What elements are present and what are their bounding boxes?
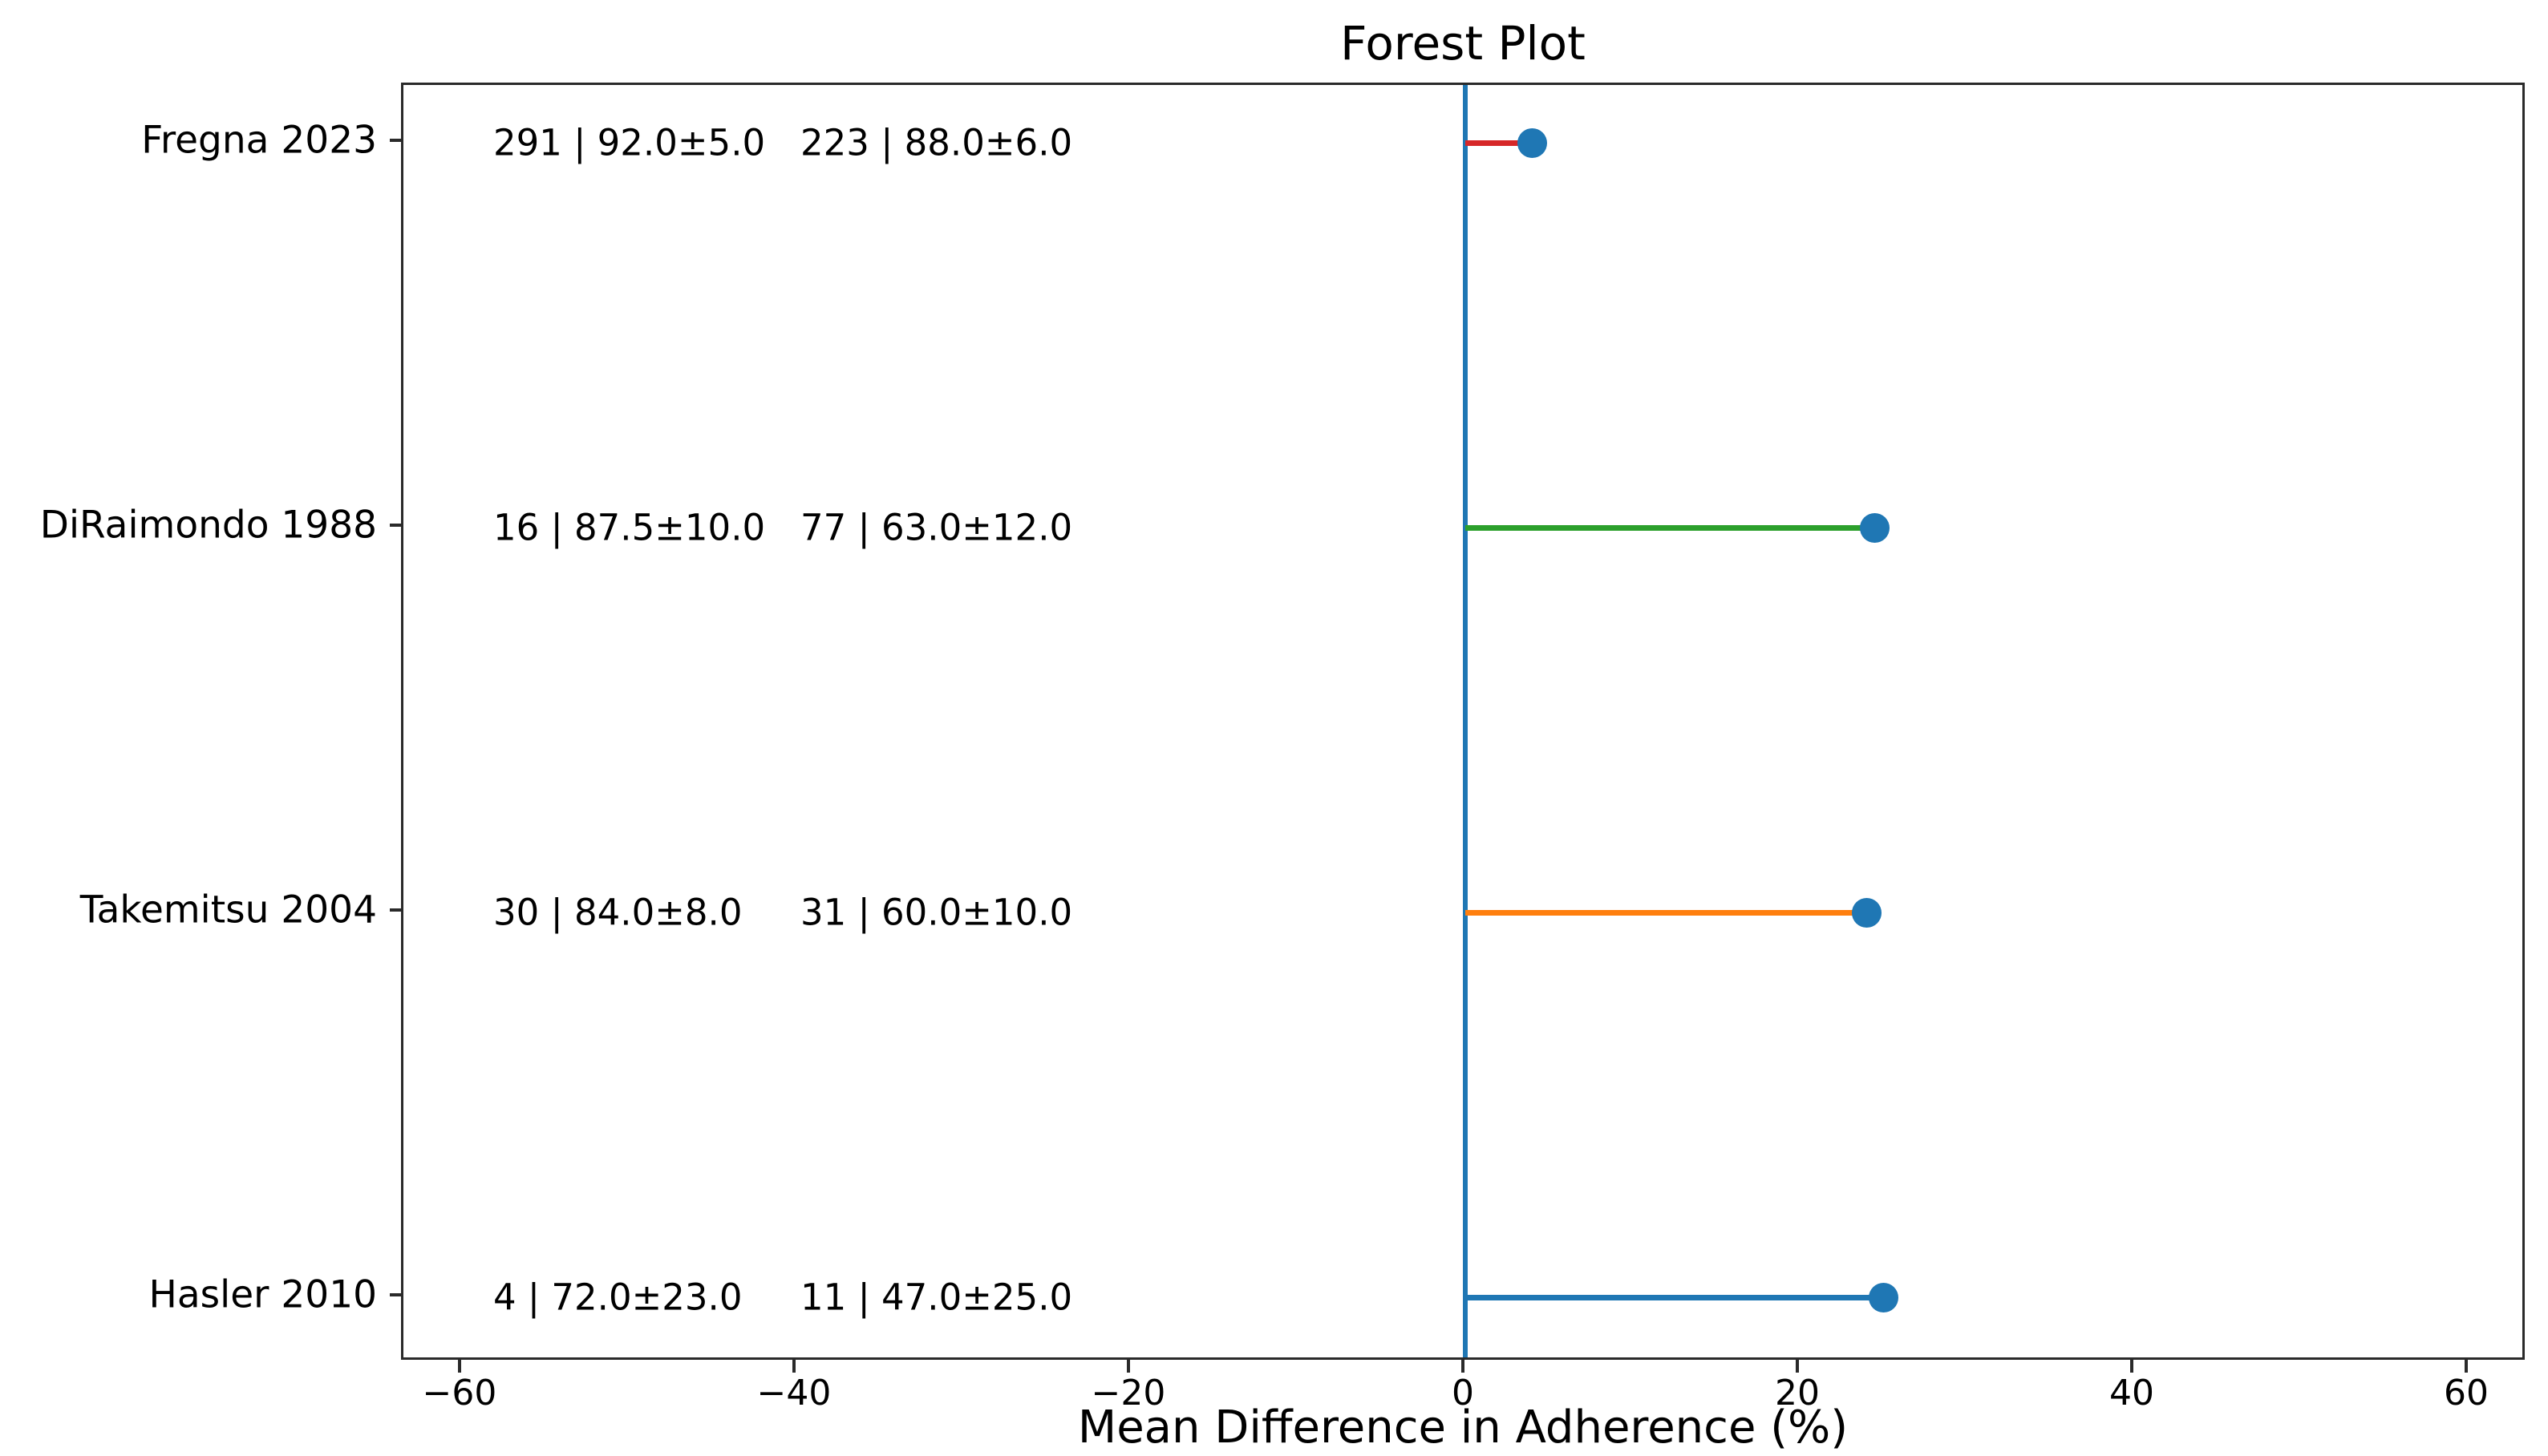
effect-line [1465,909,1867,916]
zero-reference-line [1463,85,1468,1357]
x-tick-mark [1796,1360,1799,1373]
y-tick-mark [390,908,401,912]
x-tick-mark [457,1360,461,1373]
group1-stats: 4 | 72.0±23.0 [493,1276,743,1319]
group1-stats: 291 | 92.0±5.0 [493,121,766,164]
x-tick-label: 0 [1452,1373,1474,1414]
x-axis-label: Mean Difference in Adherence (%) [1077,1401,1849,1454]
group1-stats: 16 | 87.5±10.0 [493,506,766,549]
study-label: Fregna 2023 [141,118,377,163]
effect-marker [1868,1282,1898,1312]
x-tick-mark [2465,1360,2469,1373]
group2-stats: 77 | 63.0±12.0 [800,506,1073,549]
y-tick-mark [390,139,401,142]
group2-stats: 11 | 47.0±25.0 [800,1276,1073,1319]
x-tick-label: 20 [1775,1373,1820,1414]
x-tick-label: −60 [422,1373,497,1414]
y-tick-mark [390,524,401,527]
chart-title: Forest Plot [1340,16,1586,71]
group2-stats: 223 | 88.0±6.0 [800,121,1073,164]
x-tick-mark [2130,1360,2134,1373]
effect-line [1465,524,1875,531]
effect-line [1465,1294,1884,1300]
group1-stats: 30 | 84.0±8.0 [493,891,743,934]
effect-marker [1851,897,1882,928]
x-tick-mark [792,1360,796,1373]
x-tick-label: 40 [2109,1373,2155,1414]
y-tick-mark [390,1293,401,1296]
effect-marker [1860,512,1890,543]
plot-area: 291 | 92.0±5.0 223 | 88.0±6.0 16 | 87.5±10… [401,83,2525,1360]
x-tick-mark [1461,1360,1464,1373]
x-tick-label: −40 [756,1373,832,1414]
effect-line [1465,140,1533,146]
study-label: Takemitsu 2004 [79,888,377,932]
x-tick-label: 60 [2444,1373,2489,1414]
study-label: Hasler 2010 [148,1272,377,1317]
group2-stats: 31 | 60.0±10.0 [800,891,1073,934]
effect-marker [1517,127,1547,158]
x-tick-mark [1126,1360,1130,1373]
x-tick-label: −20 [1091,1373,1166,1414]
study-label: DiRaimondo 1988 [39,503,377,548]
